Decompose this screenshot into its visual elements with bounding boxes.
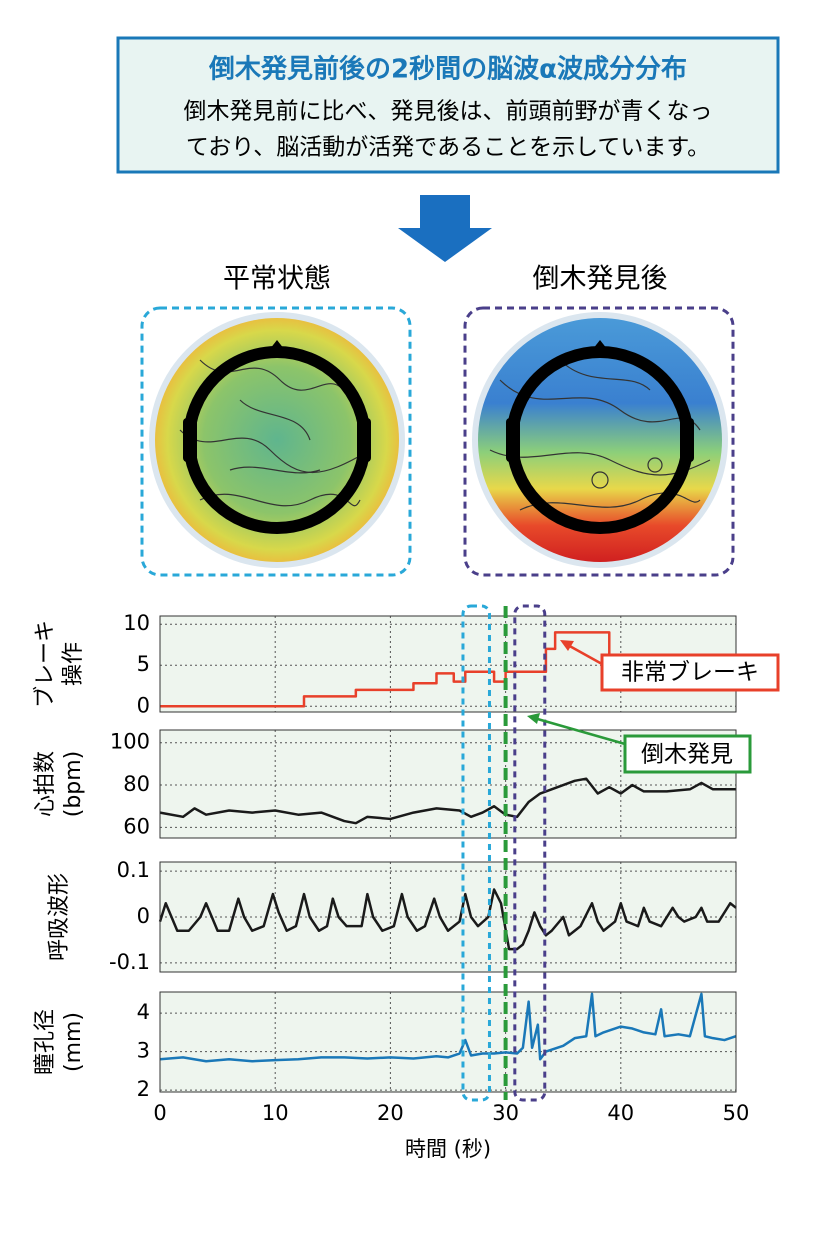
map-frame xyxy=(463,306,735,577)
header-line: ており、脳活動が活発であることを示しています。 xyxy=(186,135,710,161)
data-line xyxy=(159,777,736,825)
plot-border xyxy=(159,729,737,839)
plot-border xyxy=(159,991,737,1093)
y-axis-label: 瞳孔径 xyxy=(33,1009,58,1075)
annotation-box xyxy=(623,734,752,774)
y-tick-label: 100 xyxy=(110,730,150,754)
y-tick-label: 0.1 xyxy=(117,858,150,882)
plot-border xyxy=(159,861,737,973)
down-arrow xyxy=(398,195,492,262)
y-axis-label: 呼吸波形 xyxy=(47,873,72,961)
x-axis-label: 時間 (秒) xyxy=(405,1137,491,1161)
header-line: 倒木発見前に比べ、発見後は、前頭前野が青くなっ xyxy=(184,99,713,125)
y-tick-label: -0.1 xyxy=(109,950,150,974)
annotation-arrowhead xyxy=(560,640,574,651)
annotation: 倒木発見 xyxy=(641,742,733,768)
y-tick-label: 0 xyxy=(137,904,150,928)
x-tick-label: 10 xyxy=(262,1101,289,1125)
time-window xyxy=(513,604,547,1102)
y-tick-label: 80 xyxy=(123,772,150,796)
y-tick-label: 2 xyxy=(137,1077,150,1101)
annotation-arrowhead xyxy=(527,713,540,724)
y-axis-label: (mm) xyxy=(61,1012,86,1072)
header-title: 倒木発見前後の2秒間の脳波α波成分分布 xyxy=(208,54,687,85)
y-tick-label: 3 xyxy=(137,1039,150,1063)
y-axis-label: ブレーキ xyxy=(33,620,58,708)
map-frame xyxy=(140,306,412,577)
y-tick-label: 0 xyxy=(137,693,150,717)
data-line xyxy=(158,888,737,951)
map-label: 平常状態 xyxy=(223,264,331,295)
data-line xyxy=(160,631,736,708)
y-axis-label: (bpm) xyxy=(61,751,86,818)
scalp-map xyxy=(149,312,405,568)
scalp-map xyxy=(472,312,728,568)
header-box xyxy=(116,36,780,174)
y-tick-label: 5 xyxy=(137,652,150,676)
data-line xyxy=(159,992,737,1063)
time-window xyxy=(461,604,491,1102)
annotation-arrow xyxy=(533,716,626,746)
x-tick-label: 30 xyxy=(492,1101,519,1125)
plot-area xyxy=(160,992,736,1092)
annotation-arrow xyxy=(565,642,603,666)
x-tick-label: 0 xyxy=(153,1101,166,1125)
y-tick-label: 60 xyxy=(123,814,150,838)
y-axis-label: 操作 xyxy=(61,642,86,686)
x-tick-label: 40 xyxy=(607,1101,634,1125)
y-axis-label: 心拍数 xyxy=(33,751,58,817)
map-label: 倒木発見後 xyxy=(533,264,668,295)
y-tick-label: 4 xyxy=(137,1000,150,1024)
annotation: 非常ブレーキ xyxy=(621,660,759,686)
annotation-box xyxy=(600,653,780,692)
x-tick-label: 50 xyxy=(723,1101,750,1125)
x-tick-label: 20 xyxy=(377,1101,404,1125)
y-tick-label: 10 xyxy=(123,611,150,635)
